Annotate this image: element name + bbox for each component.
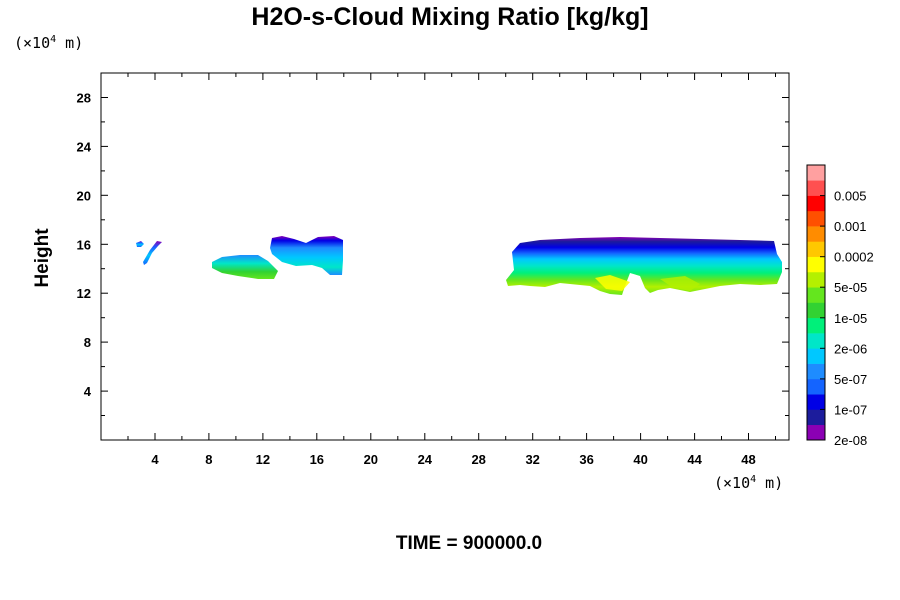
time-label: TIME = 900000.0 — [396, 533, 542, 554]
colorbar-swatch — [807, 180, 825, 196]
cloud-region-a — [136, 241, 162, 265]
colorbar-label: 5e-07 — [834, 372, 867, 387]
cloud-a-streak — [143, 241, 162, 265]
x-tick-label: 32 — [525, 452, 539, 467]
colorbar-swatch — [807, 165, 825, 181]
colorbar-swatch — [807, 241, 825, 257]
plot-frame — [100, 72, 790, 441]
cloud-c-blob — [270, 236, 343, 275]
x-axis-ticks: 4 8 12 16 20 24 28 32 36 40 44 48 — [127, 73, 776, 467]
x-tick-label: 28 — [471, 452, 485, 467]
cloud-a-blob — [136, 241, 144, 247]
cloud-fields — [136, 236, 782, 295]
y-tick-label: 20 — [77, 188, 91, 203]
cloud-region-b — [212, 255, 278, 279]
colorbar-label: 5e-05 — [834, 280, 867, 295]
y-axis-label: Height — [32, 228, 53, 288]
x-tick-label: 48 — [741, 452, 755, 467]
x-tick-label: 24 — [418, 452, 433, 467]
cloud-region-c — [270, 236, 343, 275]
y-axis-ticks: 4 8 12 16 20 24 28 — [77, 91, 789, 416]
y-axis-unit: (×104 m) — [14, 34, 83, 52]
y-tick-label: 12 — [77, 286, 91, 301]
colorbar-swatch — [807, 333, 825, 349]
y-tick-label: 8 — [84, 335, 91, 350]
x-tick-label: 16 — [310, 452, 324, 467]
colorbar-swatch — [807, 409, 825, 426]
x-tick-label: 12 — [256, 452, 270, 467]
colorbar-label: 1e-07 — [834, 402, 867, 417]
colorbar-swatch — [807, 363, 825, 380]
y-tick-label: 4 — [84, 384, 92, 399]
colorbar-label: 2e-06 — [834, 341, 867, 356]
x-axis-unit: (×104 m) — [714, 474, 783, 492]
colorbar-swatch — [807, 394, 825, 410]
colorbar-label: 0.0002 — [834, 250, 874, 265]
y-tick-label: 24 — [77, 139, 92, 154]
x-tick-label: 8 — [205, 452, 212, 467]
colorbar-swatch — [807, 424, 825, 441]
x-tick-label: 44 — [687, 452, 702, 467]
x-tick-label: 40 — [633, 452, 647, 467]
colorbar-swatch — [807, 256, 825, 273]
colorbar-swatch — [807, 302, 825, 319]
x-tick-label: 4 — [151, 452, 159, 467]
x-tick-label: 36 — [579, 452, 593, 467]
colorbar-label: 1e-05 — [834, 311, 867, 326]
colorbar-swatch — [807, 348, 825, 364]
colorbar-swatch — [807, 226, 825, 242]
colorbar — [806, 164, 826, 441]
colorbar-label: 0.005 — [834, 189, 867, 204]
colorbar-label: 0.001 — [834, 219, 867, 234]
colorbar-swatch — [807, 317, 825, 334]
cloud-b-blob — [212, 255, 278, 279]
x-tick-label: 20 — [364, 452, 378, 467]
cloud-d-core-2 — [660, 276, 700, 291]
colorbar-swatch — [807, 210, 825, 227]
cloud-region-d — [506, 237, 782, 295]
colorbar-label: 2e-08 — [834, 433, 867, 448]
chart-title: H2O-s-Cloud Mixing Ratio [kg/kg] — [251, 3, 648, 31]
cloud-d-core — [595, 275, 630, 291]
colorbar-labels: 0.005 0.001 0.0002 5e-05 1e-05 2e-06 5e-07 1e-0… — [820, 189, 874, 448]
cloud-d-band — [506, 237, 782, 295]
colorbar-swatch — [807, 271, 825, 288]
y-tick-label: 28 — [77, 91, 91, 106]
colorbar-swatch — [807, 195, 825, 212]
colorbar-swatch — [807, 378, 825, 395]
colorbar-frame — [806, 164, 826, 441]
y-tick-label: 16 — [77, 237, 91, 252]
colorbar-swatch — [807, 287, 825, 303]
